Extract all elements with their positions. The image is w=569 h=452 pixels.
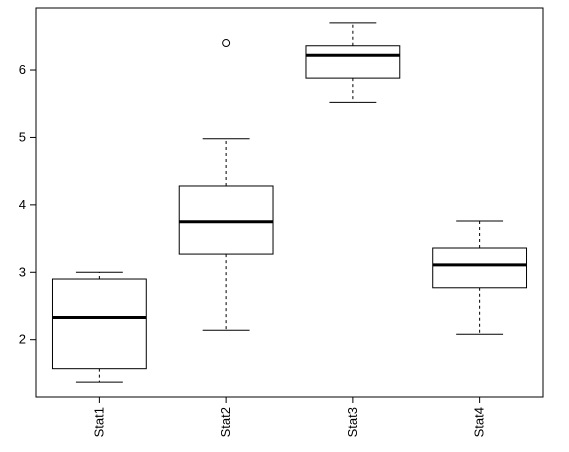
x-tick-label: Stat2 — [218, 407, 233, 437]
x-tick-label: Stat3 — [345, 407, 360, 437]
iqr-box — [51, 278, 147, 370]
y-tick-label: 4 — [19, 197, 26, 212]
x-axis: Stat1 Stat2 Stat3 Stat4 — [91, 397, 487, 437]
plot-frame — [35, 7, 544, 398]
iqr-box — [178, 185, 274, 255]
box-stat1 — [51, 271, 147, 383]
y-tick-label: 2 — [19, 332, 26, 347]
y-axis: 2 3 4 5 6 — [19, 62, 36, 347]
y-tick-label: 3 — [19, 264, 26, 279]
iqr-box — [305, 45, 401, 79]
outlier-point — [222, 39, 231, 48]
iqr-box — [432, 247, 528, 289]
boxes — [51, 22, 528, 383]
y-tick-label: 5 — [19, 129, 26, 144]
x-tick-label: Stat4 — [472, 407, 487, 437]
box-stat4 — [432, 220, 528, 335]
box-stat2 — [178, 39, 274, 331]
x-tick-label: Stat1 — [91, 407, 106, 437]
y-tick-label: 6 — [19, 62, 26, 77]
box-stat3 — [305, 22, 401, 103]
